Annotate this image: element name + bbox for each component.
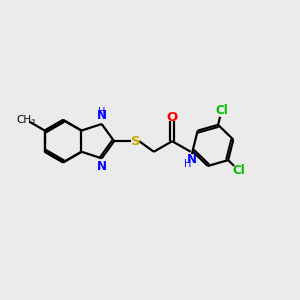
Text: H: H (184, 159, 191, 169)
Text: N: N (97, 160, 107, 173)
Text: Cl: Cl (215, 104, 228, 117)
Text: N: N (97, 109, 107, 122)
Text: Cl: Cl (232, 164, 245, 177)
Text: H: H (98, 107, 105, 117)
Text: CH₃: CH₃ (16, 115, 36, 125)
Text: S: S (130, 135, 140, 148)
Text: N: N (187, 153, 197, 166)
Text: O: O (167, 111, 178, 124)
